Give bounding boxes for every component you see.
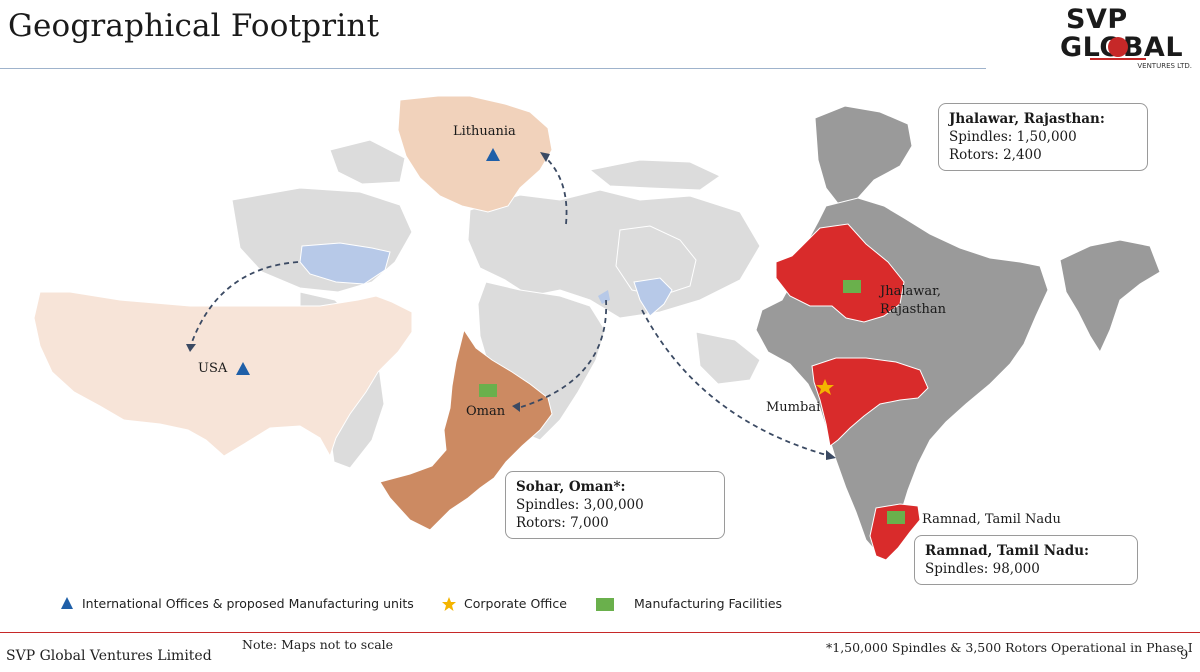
footer-divider: [0, 632, 1200, 633]
india-world-highlight: [633, 277, 673, 317]
india-map: [755, 105, 1161, 557]
marker-usa-triangle-icon: [236, 362, 250, 375]
legend-star-icon: [442, 597, 456, 611]
label-lithuania: Lithuania: [453, 124, 516, 139]
callout-ramnad-title: Ramnad, Tamil Nadu:: [925, 543, 1090, 559]
footer-phase-note: *1,50,000 Spindles & 3,500 Rotors Operat…: [826, 640, 1193, 655]
label-usa: USA: [198, 361, 228, 376]
arrow-world-to-lithuania: [543, 155, 568, 225]
arrowhead-mumbai: [826, 450, 836, 460]
marker-jhalawar-square-icon: [843, 280, 861, 293]
callout-jhalawar-title: Jhalawar, Rajasthan:: [949, 111, 1105, 127]
callout-ramnad: Ramnad, Tamil Nadu: Spindles: 98,000: [914, 535, 1138, 585]
label-jhalawar-line2: Rajasthan: [880, 302, 947, 317]
legend-corporate: Corporate Office: [464, 596, 567, 611]
marker-lithuania-triangle-icon: [486, 148, 500, 161]
legend-international: International Offices & proposed Manufac…: [82, 596, 414, 611]
label-jhalawar-line1: Jhalawar,: [880, 284, 942, 299]
rajasthan-region: [775, 223, 905, 323]
legend-manufacturing: Manufacturing Facilities: [634, 596, 783, 611]
footer-note: Note: Maps not to scale: [242, 637, 394, 652]
lithuania-map: [397, 95, 553, 213]
page-title: Geographical Footprint: [8, 8, 380, 44]
callout-jhalawar: Jhalawar, Rajasthan: Spindles: 1,50,000 …: [938, 103, 1148, 171]
legend-triangle-icon: [61, 597, 73, 609]
arrowhead-usa: [186, 344, 196, 352]
arrowhead-lithuania: [540, 152, 550, 162]
logo-text-ventures: VENTURES LTD.: [1137, 62, 1192, 70]
arrow-india-to-oman: [517, 299, 607, 409]
callout-sohar-spindles: Spindles: 3,00,000: [516, 497, 644, 513]
maharashtra-region: [811, 357, 929, 447]
footer-company: SVP Global Ventures Limited: [6, 648, 212, 664]
usa-world-highlight: [299, 242, 391, 285]
page-number: 9: [1180, 648, 1189, 663]
label-oman: Oman: [466, 404, 506, 419]
callout-sohar-title: Sohar, Oman*:: [516, 479, 626, 495]
company-logo: SVP GLOBAL VENTURES LTD.: [1060, 4, 1196, 74]
logo-yarn-ball-icon: [1108, 37, 1128, 57]
marker-mumbai-star-icon: [816, 379, 834, 395]
callout-sohar-rotors: Rotors: 7,000: [516, 515, 609, 531]
arrow-india-to-mumbai: [641, 309, 831, 457]
callout-ramnad-spindles: Spindles: 98,000: [925, 561, 1040, 577]
marker-ramnad-square-icon: [887, 511, 905, 524]
usa-map: [33, 291, 413, 458]
title-divider: [0, 68, 986, 69]
logo-text-svp: SVP: [1066, 4, 1128, 35]
label-mumbai: Mumbai: [766, 400, 821, 415]
logo-underline: [1090, 58, 1146, 60]
legend-square-icon: [596, 598, 614, 611]
arrowhead-oman: [512, 402, 520, 412]
oman-world-highlight: [598, 290, 610, 304]
label-ramnad: Ramnad, Tamil Nadu: [922, 512, 1061, 527]
map-canvas: [33, 95, 1161, 561]
tamilnadu-region: [869, 503, 921, 561]
callout-jhalawar-spindles: Spindles: 1,50,000: [949, 129, 1077, 145]
callout-jhalawar-rotors: Rotors: 2,400: [949, 147, 1042, 163]
oman-map: [379, 328, 553, 531]
callout-sohar: Sohar, Oman*: Spindles: 3,00,000 Rotors:…: [505, 471, 725, 539]
marker-oman-square-icon: [479, 384, 497, 397]
